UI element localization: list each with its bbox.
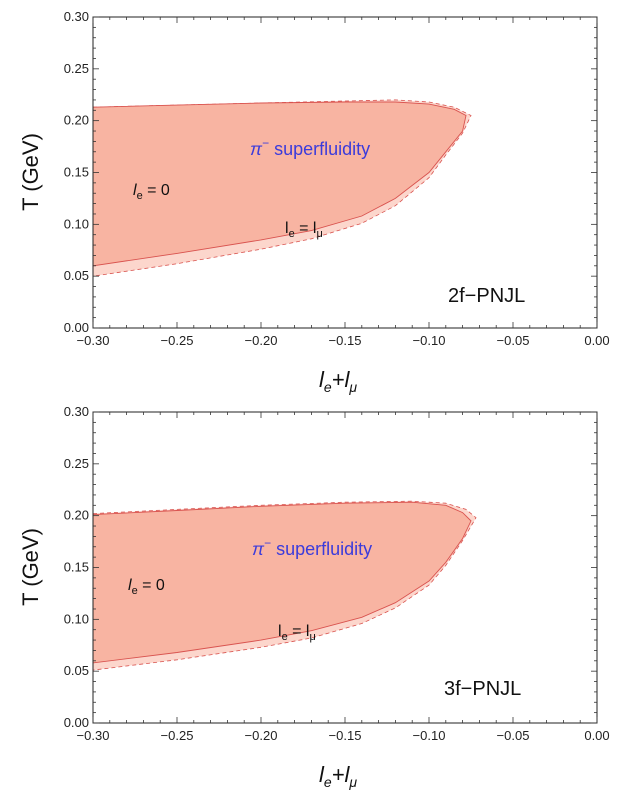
y-tick-label: 0.05 [64,268,89,283]
y-tick-label: 0.00 [64,320,89,335]
annot-outer-sub: e [282,631,288,643]
x-tick-label: −0.25 [161,333,194,348]
y-tick-label: 0.25 [64,61,89,76]
y-tick-label: 0.25 [64,456,89,471]
xlabel-main: l [319,762,325,787]
annot-inner-rest: = 0 [138,577,165,594]
x-tick-label: −0.30 [77,728,110,743]
annotation-le-eq-lmu: le = lμ [278,623,316,643]
x-tick-label: −0.05 [497,333,530,348]
annot-outer-sub: e [289,228,295,240]
x-tick-label: 0.00 [584,728,609,743]
x-tick-label: −0.20 [245,333,278,348]
phase-label: π− superfluidity [252,536,372,559]
annot-inner-main: l [128,577,132,594]
phase-sup: − [262,136,269,150]
y-tick-label: 0.20 [64,113,89,128]
annot-outer-mid: = l [288,623,310,640]
ticks-layer: −0.30 −0.25 −0.20 −0.15 −0.10 −0.05 0.000.000.… [64,9,610,348]
x-tick-label: −0.10 [413,728,446,743]
xlabel-mid: +l [332,762,351,787]
annot-inner-rest: = 0 [143,182,170,199]
annot-inner-sub: e [132,585,138,597]
y-axis-title: T (GeV) [18,133,43,211]
annot-inner-sub: e [137,190,143,202]
x-tick-label: −0.20 [245,728,278,743]
xlabel-sub1: e [324,379,332,395]
model-label: 2f−PNJL [448,285,525,307]
plot-area-layer [92,99,472,277]
annot-outer-sub2: μ [309,631,315,643]
annot-inner-main: l [133,182,137,199]
region-le-zero [92,501,472,664]
x-tick-label: −0.30 [77,333,110,348]
y-tick-label: 0.10 [64,611,89,626]
chart-panel-2f: −0.30 −0.25 −0.20 −0.15 −0.10 −0.05 0.000.000.… [18,9,610,395]
xlabel-main: l [319,367,325,392]
x-axis-title: le+lμ [319,762,357,790]
x-tick-label: −0.15 [329,333,362,348]
phase-text: superfluidity [269,139,370,159]
annot-outer-sub2: μ [316,228,322,240]
y-tick-label: 0.30 [64,404,89,419]
model-label: 3f−PNJL [444,678,521,700]
xlabel-sub1: e [324,774,332,790]
x-axis-title: le+lμ [319,367,357,395]
phase-sup: − [264,536,271,550]
annotation-le-zero: le = 0 [128,577,165,597]
annotation-le-eq-lmu: le = lμ [285,220,323,240]
y-tick-label: 0.15 [64,165,89,180]
phase-symbol: π [250,139,263,159]
y-axis-title: T (GeV) [18,528,43,606]
y-tick-label: 0.30 [64,9,89,24]
annot-outer-main: l [278,623,282,640]
y-tick-label: 0.10 [64,216,89,231]
x-tick-label: −0.05 [497,728,530,743]
y-tick-label: 0.05 [64,663,89,678]
region-le-zero [92,101,467,267]
y-tick-label: 0.20 [64,508,89,523]
annotation-le-zero: le = 0 [133,182,170,202]
xlabel-sub2: μ [348,379,357,395]
annot-outer-main: l [285,220,289,237]
xlabel-mid: +l [332,367,351,392]
phase-symbol: π [252,539,265,559]
y-tick-label: 0.00 [64,715,89,730]
annot-outer-mid: = l [295,220,317,237]
xlabel-sub2: μ [348,774,357,790]
x-tick-label: 0.00 [584,333,609,348]
x-tick-label: −0.15 [329,728,362,743]
y-tick-label: 0.15 [64,560,89,575]
plot-area-layer [92,500,477,671]
chart-panel-3f: −0.30 −0.25 −0.20 −0.15 −0.10 −0.05 0.000.000.… [18,404,610,790]
phase-text: superfluidity [271,539,372,559]
x-tick-label: −0.25 [161,728,194,743]
ticks-layer: −0.30 −0.25 −0.20 −0.15 −0.10 −0.05 0.000.000.… [64,404,610,743]
phase-label: π− superfluidity [250,136,370,159]
x-tick-label: −0.10 [413,333,446,348]
